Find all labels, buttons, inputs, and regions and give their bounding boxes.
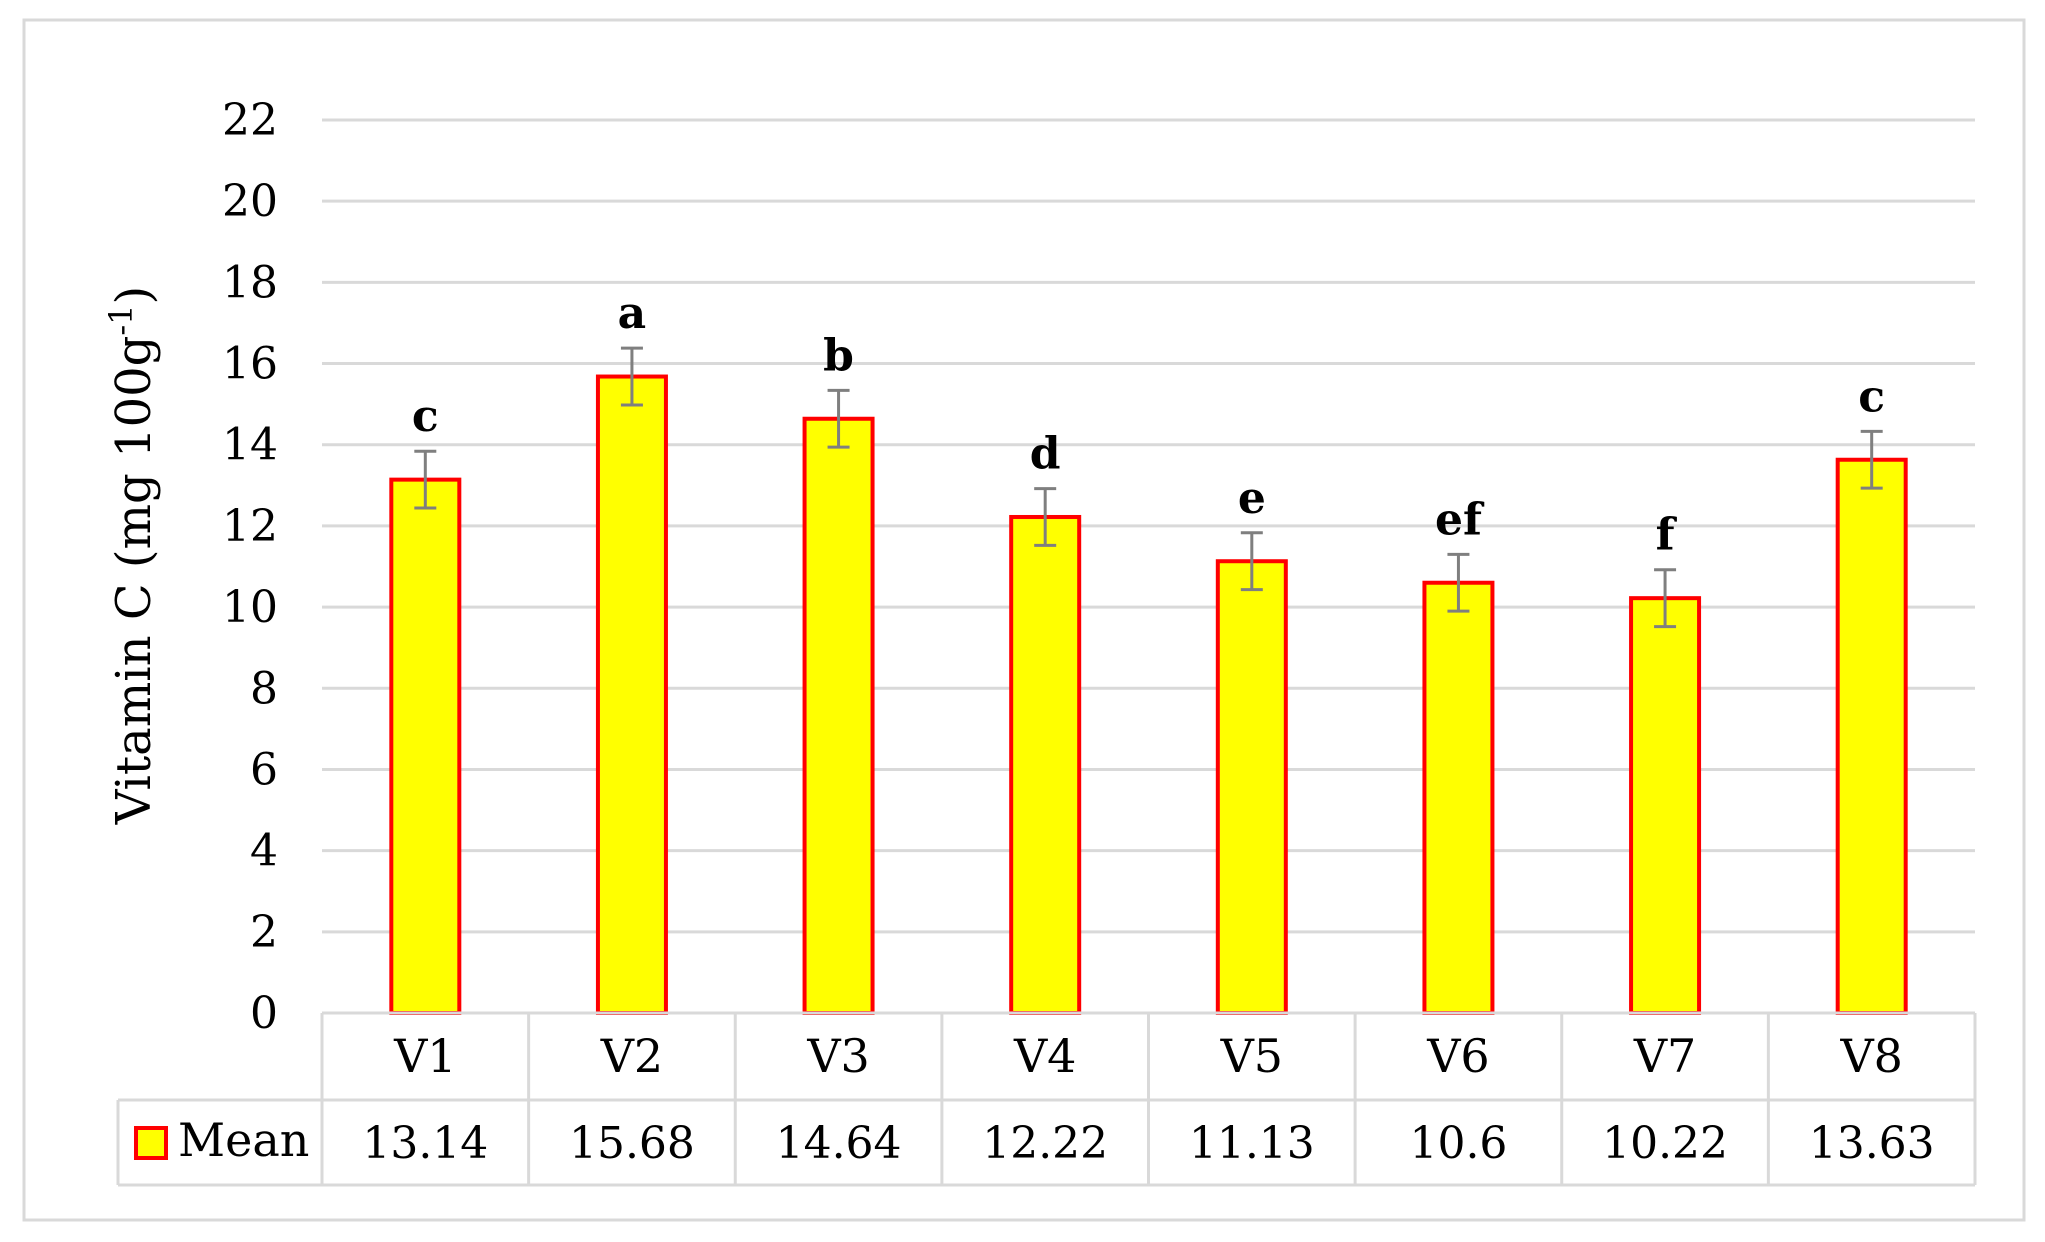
y-tick-label: 22 — [222, 95, 278, 146]
table-value: 14.64 — [776, 1118, 902, 1169]
y-tick-label: 2 — [250, 907, 278, 958]
x-category-label: V5 — [1220, 1029, 1284, 1083]
y-axis-label-superscript: -1 — [102, 304, 140, 335]
table-value: 15.68 — [569, 1118, 695, 1169]
y-tick-label: 8 — [250, 663, 278, 714]
x-category-label: V3 — [806, 1029, 870, 1083]
y-tick-label: 6 — [250, 744, 278, 795]
x-category-label: V7 — [1633, 1029, 1697, 1083]
x-category-label: V6 — [1426, 1029, 1490, 1083]
y-axis-label-close: ) — [106, 286, 162, 305]
bar-V7 — [1629, 596, 1702, 1015]
error-bar-V1 — [414, 449, 437, 510]
bar-V6 — [1422, 580, 1495, 1016]
bar-V2 — [595, 374, 668, 1015]
y-tick-label: 10 — [222, 582, 278, 633]
y-tick-label: 18 — [222, 257, 278, 308]
table-value: 10.6 — [1409, 1118, 1507, 1169]
y-axis-ticks: 0 2 4 6 8 10 12 14 16 18 20 22 — [222, 95, 278, 1039]
table-value: 13.14 — [362, 1118, 488, 1169]
bar-V8 — [1835, 457, 1908, 1015]
y-tick-label: 20 — [222, 176, 278, 227]
legend-swatch — [134, 1126, 168, 1160]
bar-V3 — [802, 416, 875, 1015]
error-bar-V3 — [827, 388, 850, 449]
x-category-label: V4 — [1013, 1029, 1077, 1083]
x-category-label: V2 — [600, 1029, 664, 1083]
significance-letter-V2: a — [618, 288, 647, 339]
error-bar-V5 — [1240, 531, 1263, 592]
bar-V4 — [1009, 514, 1082, 1015]
significance-letter-V8: c — [1858, 371, 1885, 422]
error-bars — [414, 346, 1883, 629]
error-bar-V6 — [1447, 552, 1470, 613]
table-value: 13.63 — [1809, 1118, 1935, 1169]
legend-label: Mean — [178, 1113, 309, 1167]
bar-V1 — [389, 477, 462, 1016]
error-bar-V7 — [1654, 568, 1677, 629]
x-category-label: V8 — [1839, 1029, 1903, 1083]
error-bar-V2 — [620, 346, 643, 407]
table-value: 12.22 — [982, 1118, 1108, 1169]
significance-letters: c a b d e ef f c — [412, 288, 1885, 561]
bar-V5 — [1215, 559, 1288, 1016]
table-value: 10.22 — [1602, 1118, 1728, 1169]
significance-letter-V4: d — [1030, 429, 1061, 480]
y-tick-label: 16 — [222, 339, 278, 390]
x-category-label: V1 — [393, 1029, 457, 1083]
y-axis-label-main: Vitamin C (mg 100g — [106, 336, 162, 826]
y-tick-label: 12 — [222, 501, 278, 552]
error-bar-V8 — [1860, 429, 1883, 490]
table-value: 11.13 — [1189, 1118, 1315, 1169]
bars — [389, 374, 1908, 1016]
significance-letter-V1: c — [412, 391, 439, 442]
y-tick-label: 4 — [250, 826, 278, 877]
significance-letter-V6: ef — [1435, 494, 1485, 545]
y-axis-label: Vitamin C (mg 100g-1) — [102, 286, 162, 826]
significance-letter-V7: f — [1656, 510, 1678, 561]
y-tick-label: 0 — [250, 988, 278, 1039]
data-table: V1 13.14 V2 15.68 V3 14.64 V4 12.22 V5 11.13 V6 10.… — [116, 1011, 1977, 1187]
error-bar-V4 — [1034, 487, 1057, 547]
significance-letter-V5: e — [1238, 473, 1266, 524]
y-tick-label: 14 — [222, 420, 278, 471]
significance-letter-V3: b — [823, 330, 854, 381]
